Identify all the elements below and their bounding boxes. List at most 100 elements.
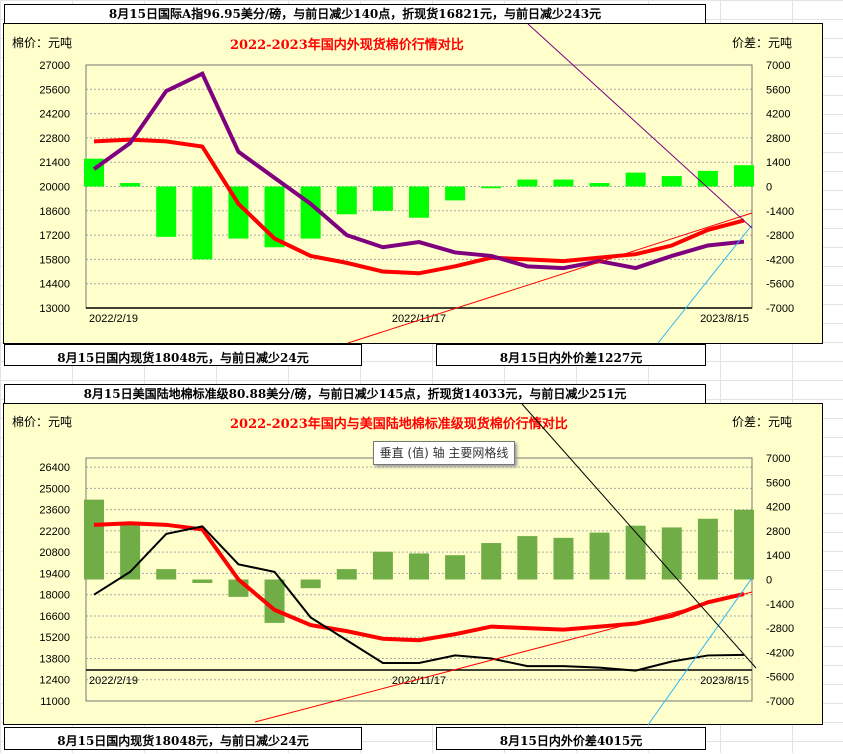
spread-bar xyxy=(625,172,646,187)
right-tick-label: 5600 xyxy=(766,477,790,489)
left-tick-label: 23600 xyxy=(39,505,70,517)
trend-line-red xyxy=(254,591,753,723)
right-tick-label: -2800 xyxy=(766,230,794,242)
chart2-left-axis-title: 棉价：元吨 xyxy=(12,415,73,429)
spread-bar xyxy=(481,186,502,189)
right-tick-label: 7000 xyxy=(766,60,790,72)
left-tick-label: 19400 xyxy=(39,568,70,580)
right-tick-label: -7000 xyxy=(766,303,794,315)
right-tick-label: -4200 xyxy=(766,647,794,659)
left-tick-label: 17200 xyxy=(39,230,70,242)
left-tick-label: 11000 xyxy=(40,696,70,708)
right-tick-label: 4200 xyxy=(766,502,790,514)
right-tick-label: -7000 xyxy=(766,696,794,708)
left-tick-label: 22800 xyxy=(39,133,70,145)
right-tick-label: -5600 xyxy=(766,279,794,291)
x-tick-label: 2022/11/17 xyxy=(392,313,446,325)
spread-bar xyxy=(589,183,610,187)
chart2-footer-left: 8月15日国内现货18048元，与前日减少24元 xyxy=(4,727,362,750)
left-tick-label: 16600 xyxy=(39,611,70,623)
chart1-area[interactable] xyxy=(3,23,823,344)
spread-bar xyxy=(336,569,357,580)
spread-bar xyxy=(734,509,754,580)
spread-bar xyxy=(445,555,466,580)
chart1-footer-right: 8月15日内外价差1227元 xyxy=(436,344,706,366)
chart1-left-axis-title: 棉价：元吨 xyxy=(12,36,73,50)
spread-bar xyxy=(445,186,466,201)
left-tick-label: 15800 xyxy=(39,254,70,266)
x-tick-label: 2022/11/17 xyxy=(392,675,446,687)
spread-bar xyxy=(120,183,141,187)
spread-bar xyxy=(589,532,610,580)
spread-bar xyxy=(625,525,646,580)
spread-bar xyxy=(409,186,429,218)
right-tick-label: 4200 xyxy=(766,109,790,121)
left-tick-label: 13800 xyxy=(39,653,70,665)
trend-line-blue xyxy=(647,577,753,726)
spread-bar xyxy=(192,579,213,583)
right-tick-label: 2800 xyxy=(766,526,790,538)
foreign-price-line xyxy=(93,525,745,672)
domestic-price-line xyxy=(93,521,745,643)
spread-bar xyxy=(697,170,718,187)
spread-bar xyxy=(517,536,538,580)
left-tick-label: 20800 xyxy=(39,547,70,559)
spread-bar xyxy=(661,176,682,187)
x-tick-label: 2022/2/19 xyxy=(89,675,138,687)
left-tick-label: 25000 xyxy=(39,483,70,495)
chart2-right-axis-title: 价差：元吨 xyxy=(732,415,793,429)
spread-bar xyxy=(481,543,502,580)
spread-bar xyxy=(409,553,429,580)
spread-bar xyxy=(734,165,754,187)
x-tick-label: 2023/8/15 xyxy=(700,313,749,325)
right-tick-label: 0 xyxy=(766,182,772,194)
right-tick-label: 5600 xyxy=(766,84,790,96)
gridline-tooltip: 垂直 (值) 轴 主要网格线 xyxy=(373,441,515,465)
spread-bar xyxy=(336,186,357,215)
chart1-right-axis-title: 价差：元吨 xyxy=(732,36,793,50)
left-tick-label: 20000 xyxy=(39,182,70,194)
right-tick-label: -5600 xyxy=(766,672,794,684)
left-tick-label: 12400 xyxy=(39,675,70,687)
x-tick-label: 2022/2/19 xyxy=(89,313,138,325)
trend-line-blue xyxy=(657,224,753,344)
left-tick-label: 27000 xyxy=(39,60,70,72)
chart1-footer-left: 8月15日国内现货18048元，与前日减少24元 xyxy=(4,344,362,366)
trend-line-red xyxy=(347,212,753,344)
left-tick-label: 18000 xyxy=(39,590,70,602)
left-tick-label: 21400 xyxy=(39,157,70,169)
right-tick-label: -2800 xyxy=(766,623,794,635)
spread-bar xyxy=(372,551,393,580)
left-tick-label: 13000 xyxy=(39,303,70,315)
spread-bar xyxy=(553,537,574,580)
spread-bar xyxy=(156,186,177,237)
domestic-price-line xyxy=(93,137,745,276)
chart2-title: 2022-2023年国内与美国陆地棉标准级现货棉价行情对比 xyxy=(230,417,568,432)
chart1-title: 2022-2023年国内外现货棉价行情对比 xyxy=(230,38,464,53)
spread-bar xyxy=(84,499,104,580)
x-tick-label: 2023/8/15 xyxy=(700,675,749,687)
chart2-footer-right: 8月15日内外价差4015元 xyxy=(436,727,706,750)
left-tick-label: 18600 xyxy=(39,206,70,218)
right-tick-label: 7000 xyxy=(766,453,790,465)
right-tick-label: 2800 xyxy=(766,133,790,145)
spread-bar xyxy=(697,518,718,580)
spread-bar xyxy=(372,186,393,211)
trend-line-purple xyxy=(527,23,753,229)
spread-bar xyxy=(517,179,538,187)
left-tick-label: 26400 xyxy=(39,462,70,474)
spread-bar xyxy=(156,569,177,580)
spread-bar xyxy=(300,579,321,589)
left-tick-label: 14400 xyxy=(39,279,70,291)
left-tick-label: 25600 xyxy=(39,84,70,96)
trend-line-black xyxy=(521,403,757,669)
right-tick-label: -1400 xyxy=(766,206,794,218)
spread-bar xyxy=(661,527,682,580)
left-tick-label: 15200 xyxy=(39,632,70,644)
spread-bar xyxy=(192,186,213,260)
right-tick-label: -1400 xyxy=(766,599,794,611)
right-tick-label: 1400 xyxy=(766,157,790,169)
right-tick-label: 1400 xyxy=(766,550,790,562)
spread-bar xyxy=(264,579,285,623)
